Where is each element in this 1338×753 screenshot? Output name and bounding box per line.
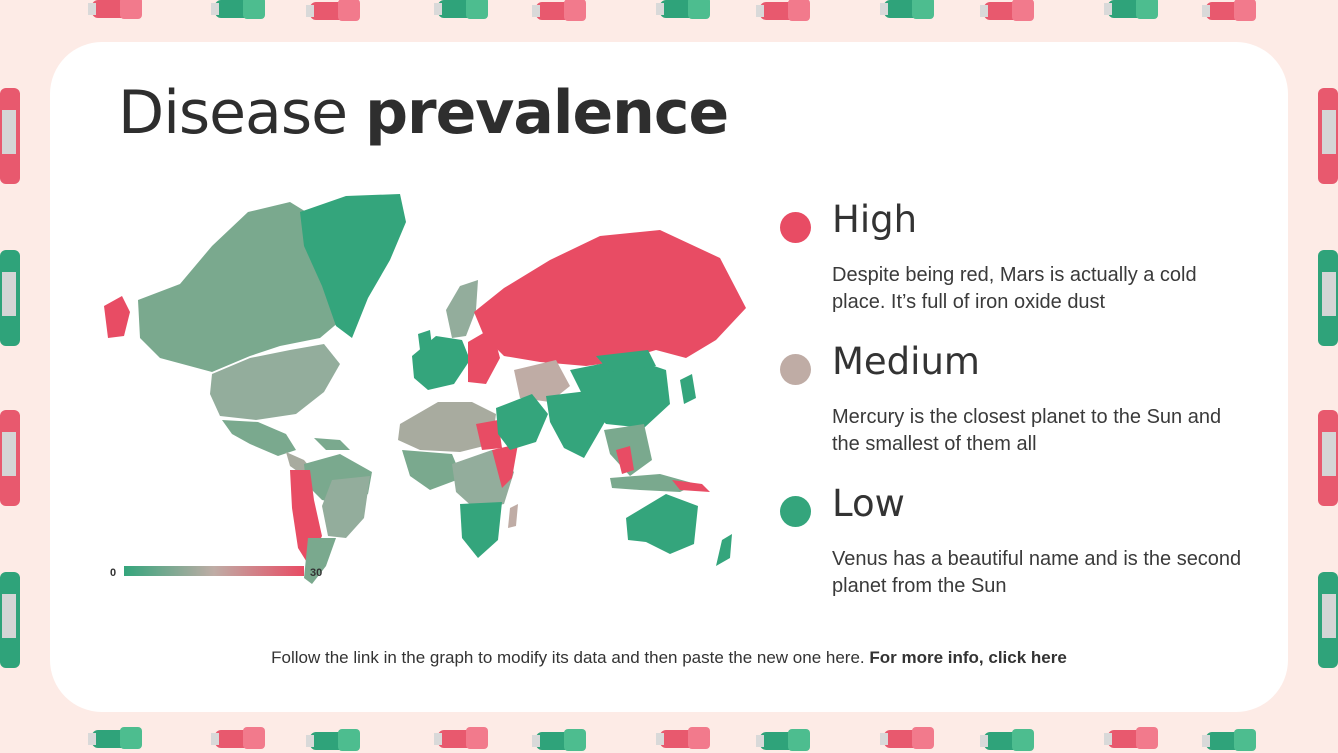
footer-text: Follow the link in the graph to modify i… bbox=[271, 648, 865, 667]
map-region-greenland[interactable] bbox=[300, 194, 406, 338]
map-region-southern-africa[interactable] bbox=[460, 502, 502, 558]
map-region-mongolia[interactable] bbox=[596, 350, 656, 372]
map-region-alaska[interactable] bbox=[104, 296, 130, 338]
legend-description-high: Despite being red, Mars is actually a co… bbox=[832, 264, 1197, 313]
map-region-caribbean[interactable] bbox=[314, 438, 350, 450]
color-scale-bar bbox=[124, 566, 304, 576]
map-region-madagascar[interactable] bbox=[508, 504, 518, 528]
color-scale-min: 0 bbox=[110, 567, 116, 579]
title-bold: prevalence bbox=[365, 78, 729, 148]
legend-dot-low bbox=[780, 496, 811, 527]
map-region-mexico[interactable] bbox=[222, 420, 296, 456]
map-region-papua[interactable] bbox=[672, 480, 710, 492]
map-region-southern-cone[interactable] bbox=[304, 538, 336, 584]
footer-note: Follow the link in the graph to modify i… bbox=[0, 648, 1338, 668]
map-region-brazil[interactable] bbox=[322, 476, 370, 538]
map-region-australia[interactable] bbox=[626, 494, 698, 554]
map-region-egypt[interactable] bbox=[476, 420, 502, 450]
more-info-link[interactable]: For more info, click here bbox=[869, 648, 1067, 667]
legend-heading-low: Low bbox=[832, 482, 905, 525]
map-region-indochina-high[interactable] bbox=[616, 446, 634, 474]
map-region-east-africa[interactable] bbox=[492, 444, 518, 488]
map-region-uk[interactable] bbox=[418, 330, 432, 350]
map-region-japan[interactable] bbox=[680, 374, 696, 404]
map-region-new-zealand[interactable] bbox=[716, 534, 732, 566]
map-region-indonesia[interactable] bbox=[610, 474, 696, 492]
map-region-western-europe[interactable] bbox=[412, 336, 470, 390]
map-region-usa[interactable] bbox=[210, 344, 340, 420]
map-region-russia[interactable] bbox=[474, 230, 746, 366]
map-region-west-africa[interactable] bbox=[402, 450, 462, 490]
map-region-north-africa[interactable] bbox=[398, 402, 496, 452]
map-region-central-asia[interactable] bbox=[514, 360, 570, 402]
map-region-middle-east[interactable] bbox=[496, 394, 548, 450]
page-title: Disease prevalence bbox=[118, 78, 729, 148]
legend-description-medium: Mercury is the closest planet to the Sun… bbox=[832, 406, 1222, 455]
map-region-canada[interactable] bbox=[138, 202, 346, 372]
map-region-scandinavia[interactable] bbox=[446, 280, 478, 338]
title-regular: Disease bbox=[118, 78, 348, 148]
legend-description-low: Venus has a beautiful name and is the se… bbox=[832, 548, 1242, 597]
legend-heading-medium: Medium bbox=[832, 340, 980, 383]
legend-dot-high bbox=[780, 212, 811, 243]
legend-dot-medium bbox=[780, 354, 811, 385]
color-scale-max: 30 bbox=[310, 567, 322, 579]
world-map[interactable]: 0 30 bbox=[100, 188, 750, 588]
map-region-china[interactable] bbox=[570, 358, 670, 428]
legend-heading-high: High bbox=[832, 198, 918, 241]
